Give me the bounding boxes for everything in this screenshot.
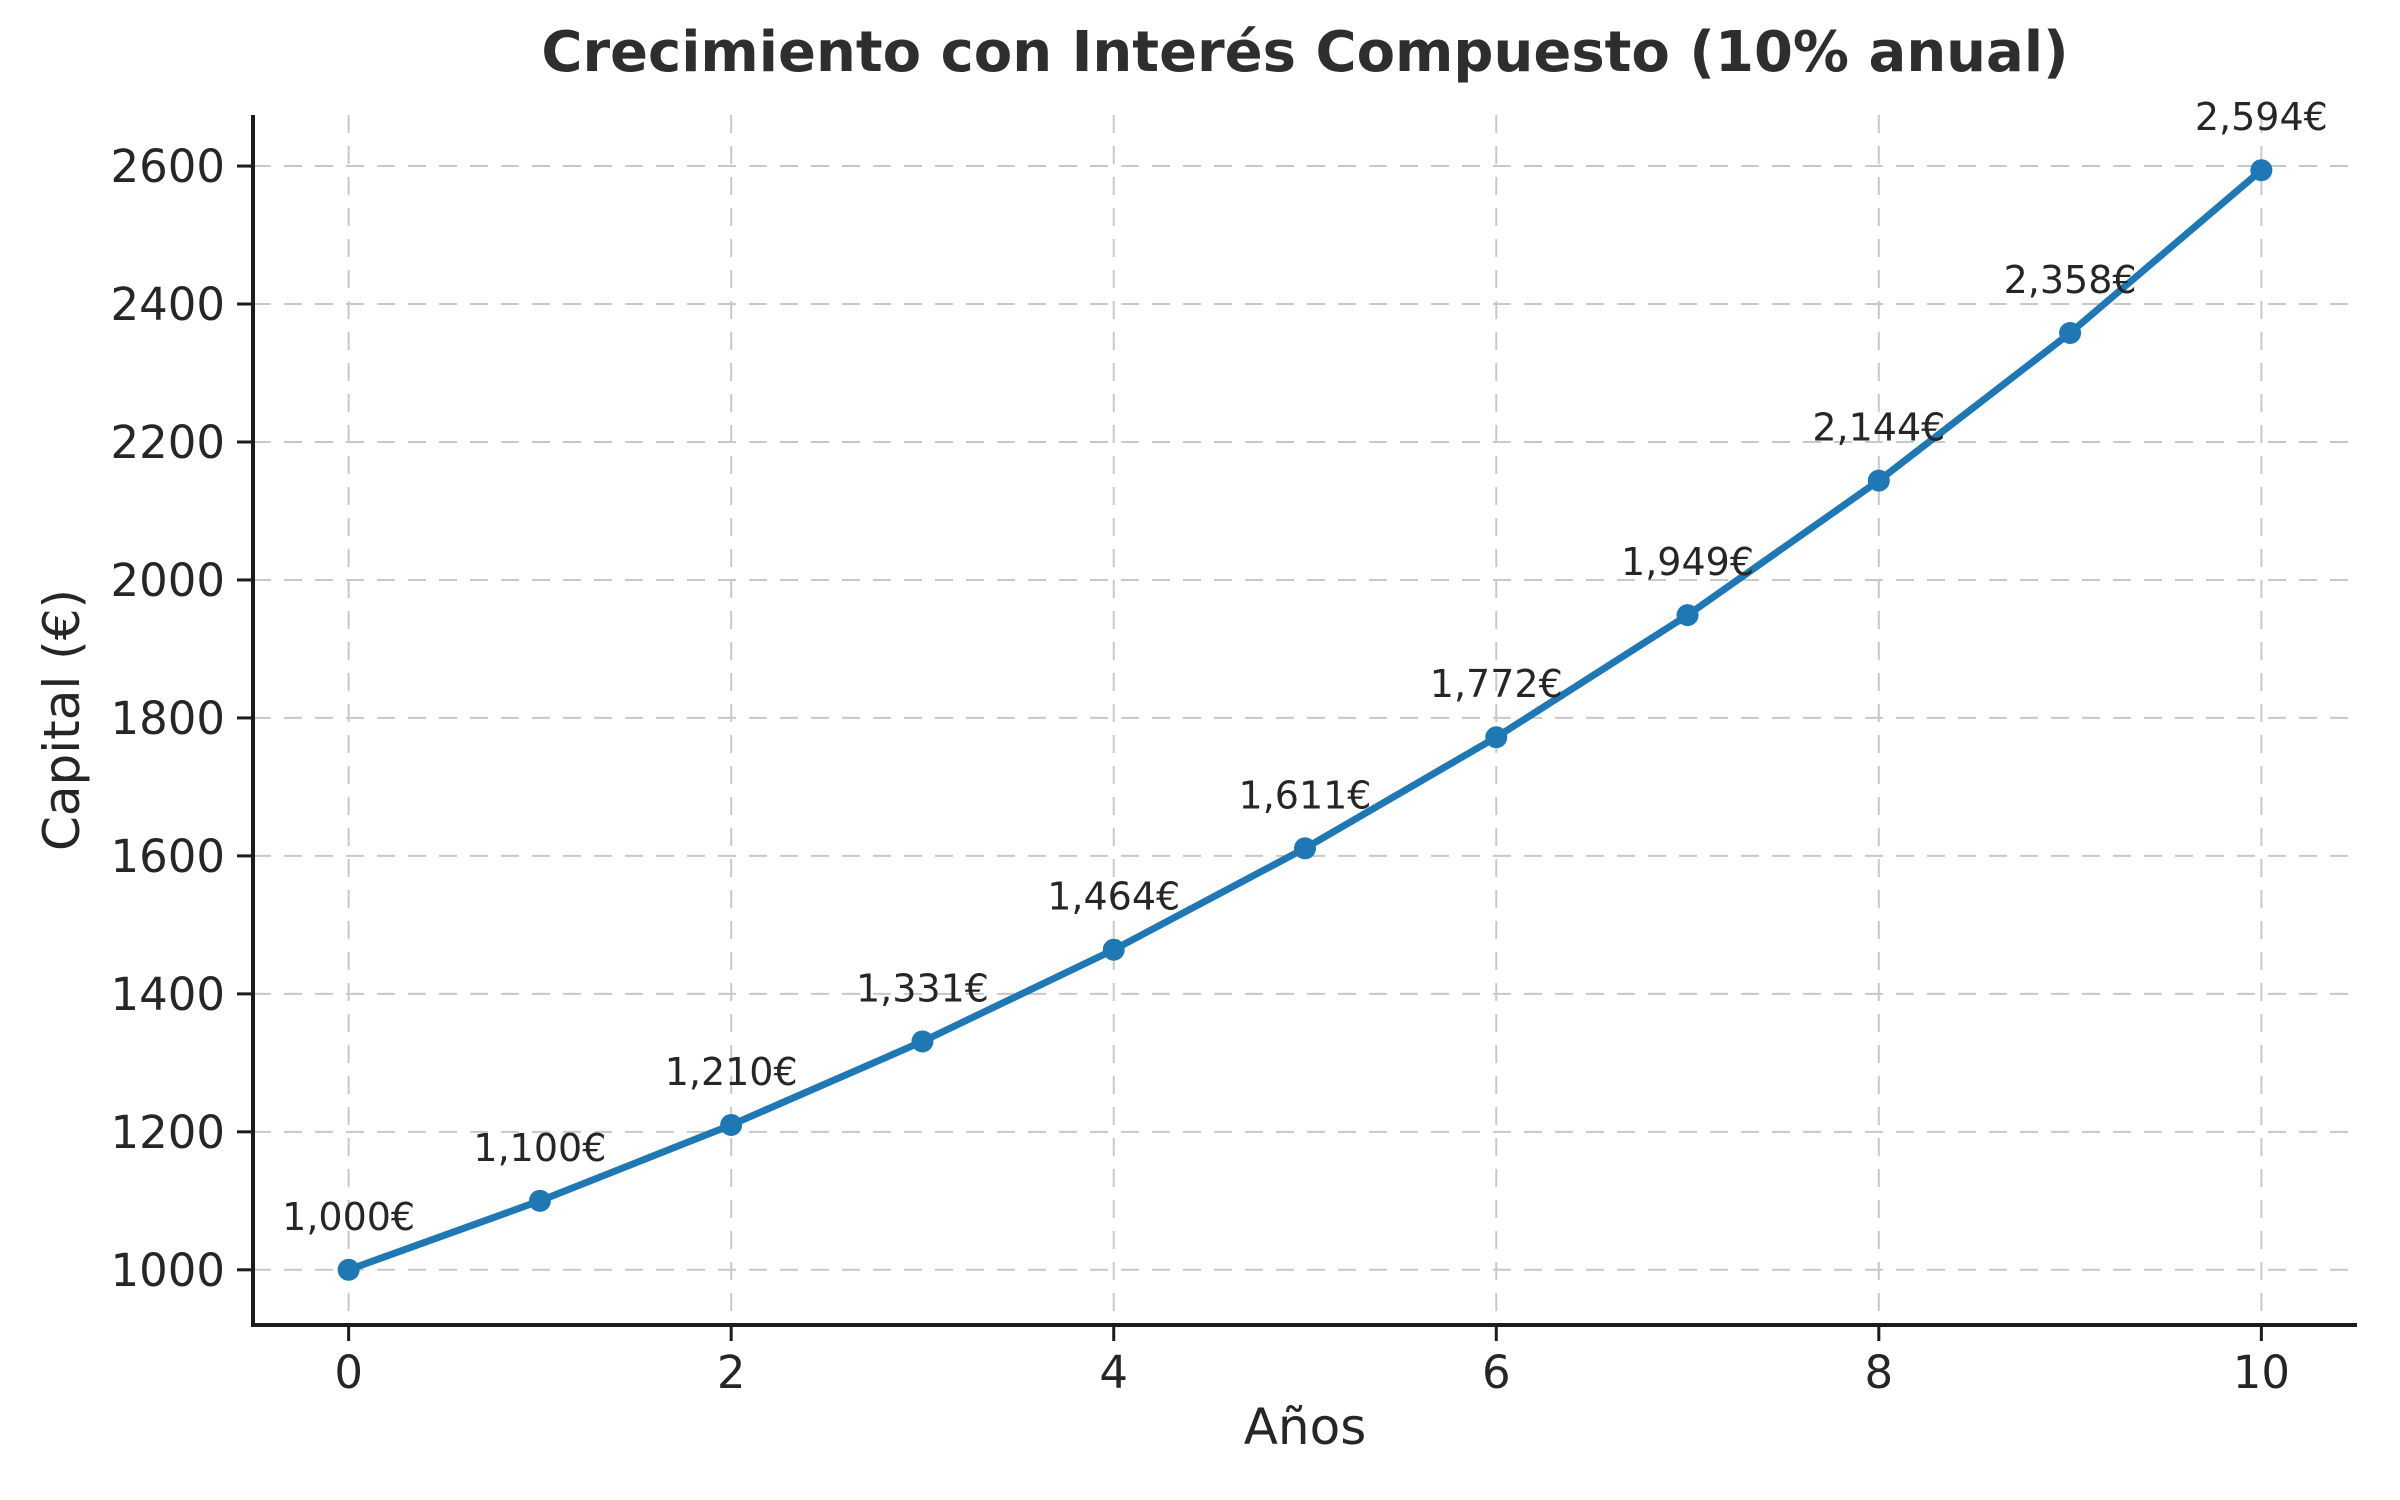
- data-point: [1485, 726, 1508, 749]
- data-point-label: 2,144€: [1812, 406, 1945, 450]
- data-point-label: 1,331€: [856, 966, 989, 1010]
- data-point-label: 1,100€: [473, 1126, 606, 1170]
- x-tick-label: 10: [2233, 1346, 2290, 1399]
- data-point: [2059, 321, 2082, 344]
- data-point-label: 2,594€: [2195, 95, 2328, 139]
- y-axis-label: Capital (€): [33, 588, 91, 852]
- data-point: [2250, 159, 2273, 182]
- data-point: [337, 1258, 360, 1281]
- data-line: [345, 166, 2265, 1274]
- data-point-label: 1,210€: [665, 1050, 798, 1094]
- data-point-label: 1,772€: [1430, 662, 1563, 706]
- y-tick-label: 2400: [110, 278, 225, 331]
- x-tick-label: 8: [1864, 1346, 1893, 1399]
- y-tick-label: 1400: [110, 968, 225, 1021]
- data-point-label: 1,611€: [1239, 773, 1372, 817]
- data-point-label: 2,358€: [2004, 258, 2137, 302]
- data-point: [911, 1030, 934, 1053]
- data-point: [720, 1113, 743, 1136]
- x-tick-label: 4: [1099, 1346, 1128, 1399]
- data-point: [1867, 469, 1890, 492]
- data-point-label: 1,000€: [282, 1195, 415, 1239]
- data-point: [1294, 837, 1316, 860]
- y-tick-label: 2600: [110, 140, 225, 193]
- chart-title: Crecimiento con Interés Compuesto (10% a…: [541, 20, 2069, 85]
- x-tick-label: 6: [1482, 1346, 1511, 1399]
- x-tick-label: 2: [717, 1346, 746, 1399]
- data-point: [1102, 938, 1125, 961]
- data-point: [1676, 604, 1699, 627]
- y-tick-label: 1200: [110, 1106, 225, 1159]
- x-axis-label: Años: [1243, 1398, 1367, 1456]
- y-tick-label: 1800: [110, 692, 225, 745]
- y-tick-label: 2000: [110, 554, 225, 607]
- x-tick-label: 0: [334, 1346, 363, 1399]
- y-tick-label: 1600: [110, 830, 225, 883]
- data-point-label: 1,464€: [1047, 875, 1180, 919]
- data-point-label: 1,949€: [1621, 540, 1754, 584]
- y-tick-label: 2200: [110, 416, 225, 469]
- data-point: [528, 1189, 551, 1212]
- y-tick-label: 1000: [110, 1244, 225, 1297]
